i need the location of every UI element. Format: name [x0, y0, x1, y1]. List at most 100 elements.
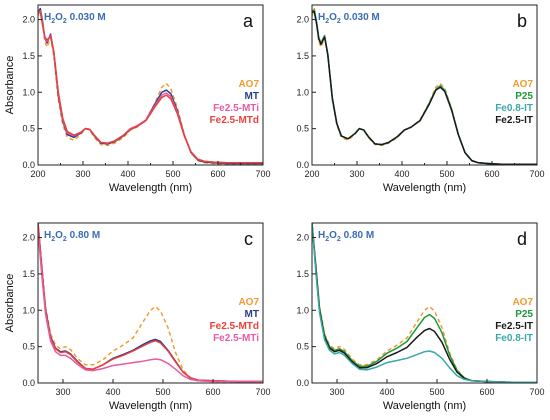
y-tick-label: 1.5: [22, 51, 35, 61]
x-tick-label: 400: [120, 169, 135, 179]
h2o2-concentration-label: H2O2 0.80 M: [318, 230, 374, 243]
y-tick-label: 0.5: [296, 124, 309, 134]
x-tick-label: 200: [304, 169, 319, 179]
series-line-mt: [38, 7, 263, 165]
panel-letter: d: [517, 229, 527, 249]
panel-c: 300 400 500 600 700 0.0 0.5 1.0 1.5 2.0 Wavelength…: [4, 222, 271, 412]
legend-entry-mt: MT: [245, 91, 259, 102]
x-tick-label: 400: [394, 169, 409, 179]
legend-entry-ao7: AO7: [512, 79, 533, 90]
plot-frame: [311, 222, 538, 384]
annotation-part: O: [55, 12, 63, 23]
annotation-part: O: [55, 230, 63, 241]
x-tick-label: 400: [105, 387, 120, 397]
y-tick-label: 1.5: [296, 269, 309, 279]
y-tick-label: 2.0: [296, 15, 309, 25]
legend-entry-p25: P25: [515, 309, 533, 320]
series-group: [38, 7, 263, 165]
y-tick-label: 1.5: [22, 269, 35, 279]
h2o2-concentration-label: H2O2 0.030 M: [44, 12, 106, 25]
series-line-p25: [312, 223, 537, 383]
x-tick-label: 700: [529, 387, 544, 397]
annotation-part: 2: [51, 236, 55, 243]
y-tick-label: 1.5: [296, 51, 309, 61]
series-line-fe2-5-mtd: [38, 10, 263, 164]
legend-entry-fe2-5-mtd: Fe2.5-MTd: [210, 115, 259, 126]
legend-entry-fe0-8-it: Fe0.8-IT: [495, 333, 533, 344]
series-line-ao7: [38, 223, 263, 383]
y-tick-label: 0.5: [296, 342, 309, 352]
x-tick-label: 200: [30, 169, 45, 179]
annotation-part: 0.030 M: [67, 12, 106, 23]
annotation-part: 2: [325, 236, 329, 243]
legend-entry-p25: P25: [515, 91, 533, 102]
series-group: [312, 7, 537, 165]
legend-entry-fe2-5-it: Fe2.5-IT: [495, 321, 533, 332]
annotation-part: H: [44, 230, 51, 241]
annotation-part: H: [318, 230, 325, 241]
y-axis-label: Absorbance: [4, 274, 16, 333]
series-line-ao7: [312, 223, 537, 383]
y-tick-label: 1.0: [22, 87, 35, 97]
series-line-ao7: [312, 7, 537, 165]
y-tick-label: 0.0: [22, 378, 35, 388]
annotation-part: H: [44, 12, 51, 23]
x-tick-label: 400: [379, 387, 394, 397]
series-group: [38, 223, 263, 383]
series-line-fe0-8-it: [312, 10, 537, 165]
x-tick-label: 500: [439, 169, 454, 179]
y-tick-label: 1.0: [296, 305, 309, 315]
series-line-p25: [312, 9, 537, 165]
x-axis-label: Wavelength (nm): [383, 400, 466, 412]
plot-frame: [311, 4, 538, 166]
legend-entry-fe0-8-it: Fe0.8-IT: [495, 103, 533, 114]
x-tick-label: 600: [205, 387, 220, 397]
y-tick-label: 0.0: [22, 160, 35, 170]
panel-b: 200 300 400 500 600 700 0.0 0.5 1.0 1.5 2.0 Wavelen…: [296, 4, 545, 194]
y-tick-label: 2.0: [22, 233, 35, 243]
panel-letter: a: [243, 11, 254, 31]
x-axis-label: Wavelength (nm): [109, 400, 192, 412]
y-tick-label: 1.0: [22, 305, 35, 315]
x-tick-label: 300: [329, 387, 344, 397]
legend-entry-ao7: AO7: [512, 297, 533, 308]
legend-entry-fe2-5-mtd: Fe2.5-MTd: [210, 321, 259, 332]
x-tick-label: 700: [529, 169, 544, 179]
plot-frame: [37, 4, 264, 166]
y-tick-label: 2.0: [296, 233, 309, 243]
panel-letter: c: [244, 229, 253, 249]
y-tick-label: 0.0: [296, 378, 309, 388]
series-line-mt: [38, 223, 263, 383]
h2o2-concentration-label: H2O2 0.80 M: [44, 230, 100, 243]
x-tick-label: 500: [429, 387, 444, 397]
annotation-part: 2: [337, 18, 341, 25]
panel-a: 200 300 400 500 600 700 0.0 0.5 1.0 1.5 2.0 Wavelen…: [4, 4, 271, 194]
series-line-fe2-5-it: [312, 223, 537, 383]
x-tick-label: 600: [210, 169, 225, 179]
annotation-part: H: [318, 12, 325, 23]
annotation-part: 2: [337, 236, 341, 243]
annotation-part: O: [329, 12, 337, 23]
y-axis-label: Absorbance: [4, 56, 16, 115]
annotation-part: 2: [325, 18, 329, 25]
annotation-part: 0.80 M: [67, 230, 100, 241]
series-line-fe2-5-it: [312, 10, 537, 165]
legend-entry-mt: MT: [245, 309, 259, 320]
plot-frame: [37, 222, 264, 384]
annotation-part: 2: [63, 18, 67, 25]
legend-entry-fe2-5-mti: Fe2.5-MTi: [213, 333, 259, 344]
x-tick-label: 600: [479, 387, 494, 397]
annotation-part: 0.030 M: [341, 12, 380, 23]
series-line-fe0-8-it: [312, 223, 537, 383]
legend-entry-ao7: AO7: [238, 297, 259, 308]
x-tick-label: 300: [55, 387, 70, 397]
annotation-part: 2: [51, 18, 55, 25]
y-tick-label: 0.5: [22, 124, 35, 134]
series-group: [312, 223, 537, 383]
legend-entry-fe2-5-mti: Fe2.5-MTi: [213, 103, 259, 114]
legend-entry-fe2-5-it: Fe2.5-IT: [495, 115, 533, 126]
series-line-fe2-5-mtd: [38, 223, 263, 383]
legend-entry-ao7: AO7: [238, 79, 259, 90]
y-tick-label: 0.0: [296, 160, 309, 170]
